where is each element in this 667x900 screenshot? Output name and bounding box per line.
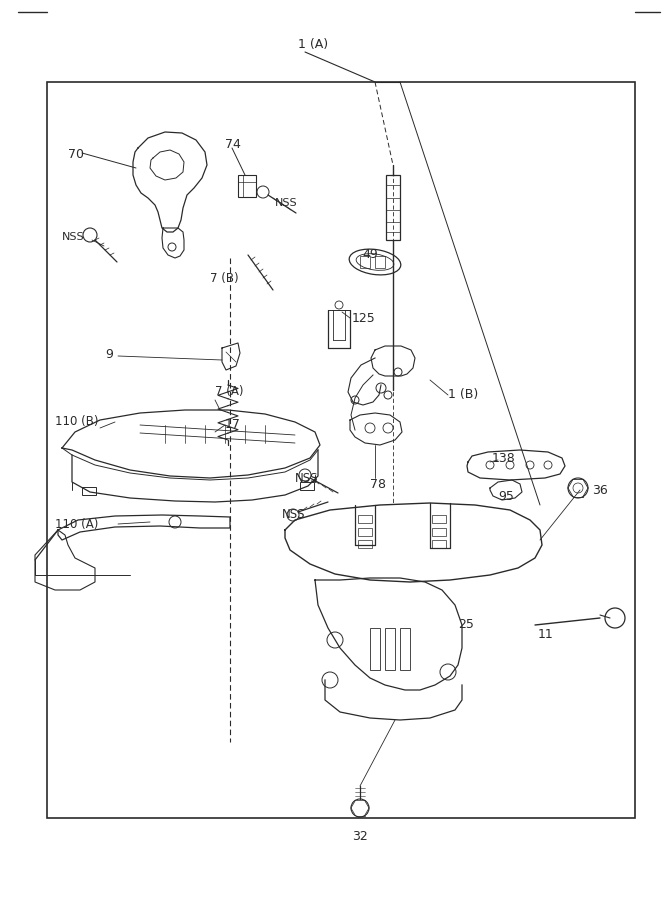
Text: 74: 74 bbox=[225, 138, 241, 151]
Bar bbox=[386, 175, 400, 240]
Bar bbox=[370, 628, 380, 670]
Text: 7 (A): 7 (A) bbox=[215, 385, 243, 398]
Text: 138: 138 bbox=[492, 452, 516, 465]
Bar bbox=[432, 515, 446, 523]
Text: 25: 25 bbox=[458, 618, 474, 631]
Bar bbox=[400, 628, 410, 670]
Text: 32: 32 bbox=[352, 830, 368, 843]
Text: NSS: NSS bbox=[62, 232, 85, 242]
Text: 11: 11 bbox=[538, 628, 554, 641]
Text: 1 (A): 1 (A) bbox=[298, 38, 328, 51]
Bar bbox=[82, 487, 96, 495]
Bar bbox=[47, 82, 635, 818]
Text: NSS: NSS bbox=[295, 472, 319, 485]
Bar bbox=[358, 540, 372, 548]
Text: 70: 70 bbox=[68, 148, 84, 161]
Bar bbox=[358, 528, 372, 536]
Text: 49: 49 bbox=[362, 248, 378, 261]
Bar bbox=[432, 528, 446, 536]
Bar bbox=[238, 175, 256, 197]
Text: NSS: NSS bbox=[275, 198, 297, 208]
Bar bbox=[300, 482, 314, 490]
Text: 36: 36 bbox=[592, 484, 608, 497]
Text: 17: 17 bbox=[225, 418, 241, 431]
Text: 95: 95 bbox=[498, 490, 514, 503]
Text: 1 (B): 1 (B) bbox=[448, 388, 478, 401]
Text: 125: 125 bbox=[352, 312, 376, 325]
Bar bbox=[375, 256, 385, 268]
Bar bbox=[432, 540, 446, 548]
Text: 9: 9 bbox=[105, 348, 113, 361]
Text: 78: 78 bbox=[370, 478, 386, 491]
Text: NSS: NSS bbox=[282, 508, 305, 521]
Text: 110 (A): 110 (A) bbox=[55, 518, 98, 531]
Bar bbox=[358, 515, 372, 523]
Text: 110 (B): 110 (B) bbox=[55, 415, 99, 428]
Text: 7 (B): 7 (B) bbox=[210, 272, 239, 285]
Bar bbox=[385, 628, 395, 670]
Bar bbox=[360, 256, 370, 268]
